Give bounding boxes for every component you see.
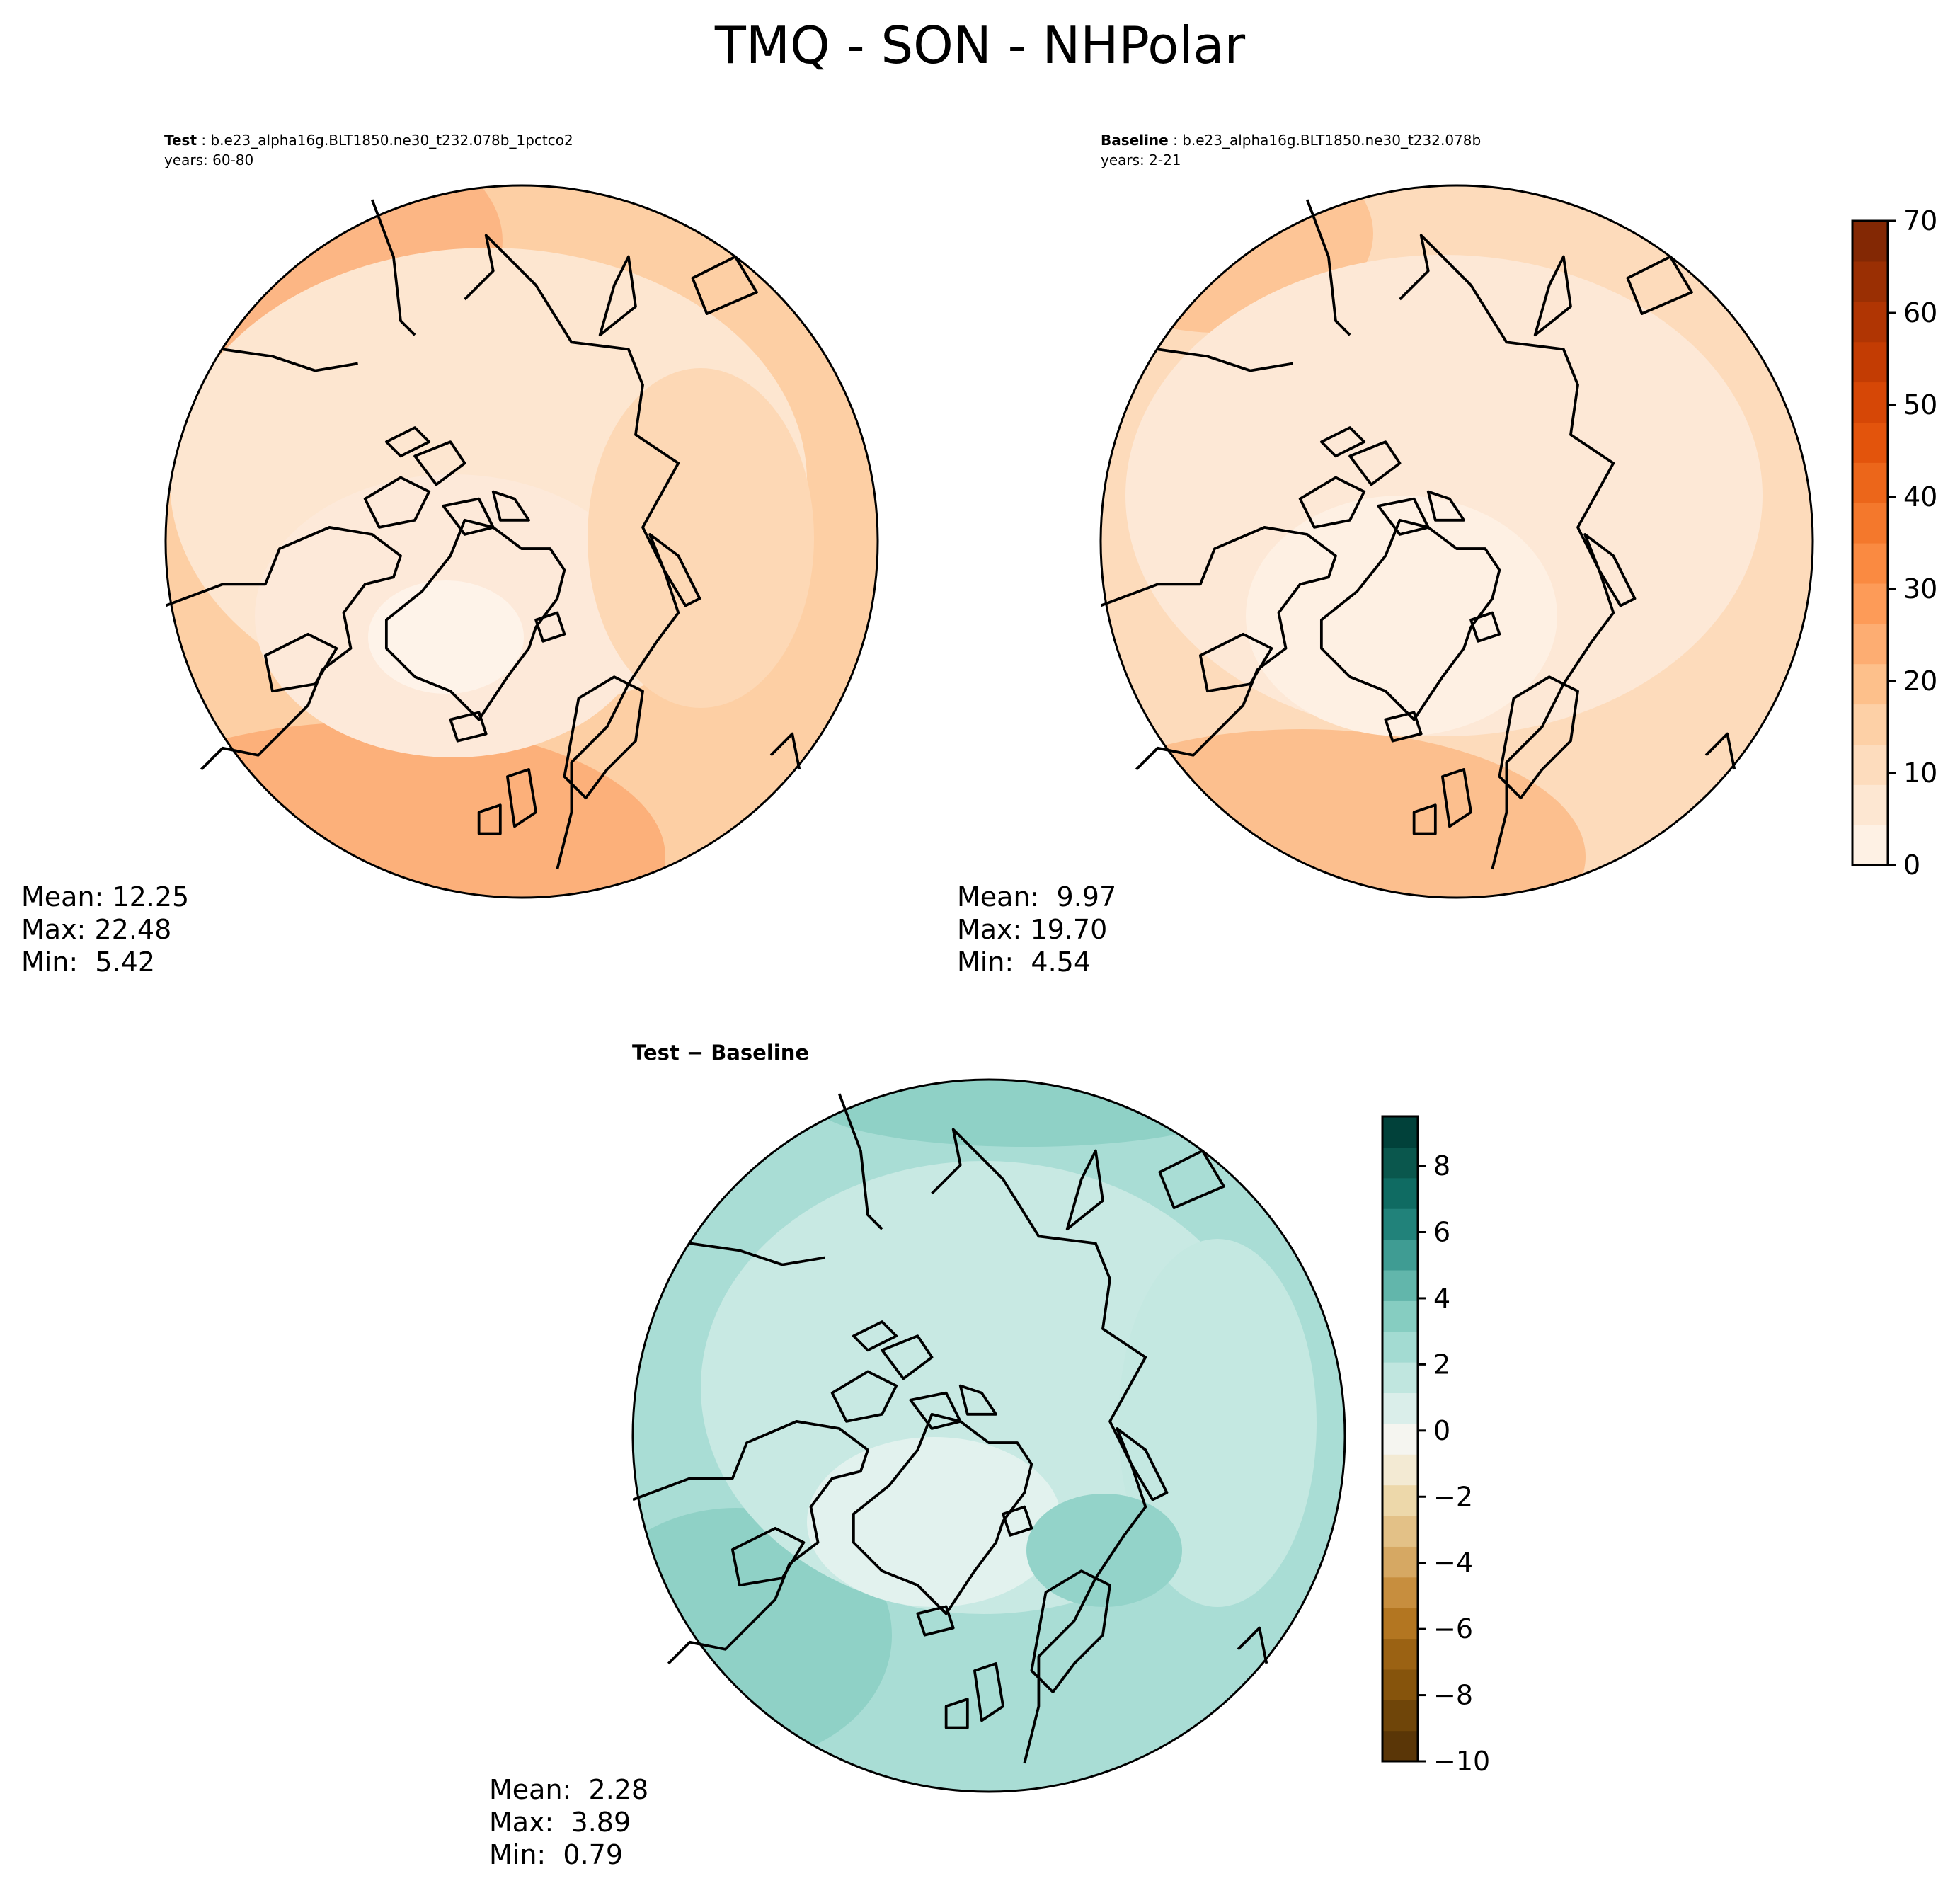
diff-colorbar-tick-label: 6 (1433, 1217, 1450, 1248)
diff-colorbar-tick-label: −2 (1433, 1481, 1473, 1512)
top-colorbar-segment (1852, 704, 1888, 745)
diff-colorbar-tick-label: 4 (1433, 1283, 1450, 1314)
diff-colorbar-segment (1382, 1515, 1418, 1547)
diff-colorbar-tick-label: −6 (1433, 1613, 1473, 1644)
baseline-min-label: Min: (957, 946, 1014, 978)
top-colorbar-tick-label: 60 (1903, 297, 1937, 328)
top-colorbar-segment (1852, 462, 1888, 503)
test-stats: Mean: 12.25 Max: 22.48 Min: 5.42 (21, 881, 189, 978)
diff-colorbar-segment (1382, 1269, 1418, 1301)
diff-colorbar-segment (1382, 1300, 1418, 1332)
baseline-mean-value: 9.97 (1056, 881, 1117, 912)
diff-colorbar-segment (1382, 1362, 1418, 1394)
baseline-years: years: 2-21 (1101, 151, 1181, 168)
top-colorbar-tick-label: 50 (1903, 389, 1937, 420)
diff-mean-label: Mean: (489, 1774, 572, 1805)
diff-stats: Mean: 2.28 Max: 3.89 Min: 0.79 (489, 1773, 648, 1871)
top-colorbar-segment (1852, 341, 1888, 383)
top-colorbar-segment (1852, 784, 1888, 825)
diff-colorbar-segment (1382, 1239, 1418, 1271)
top-colorbar-segment (1852, 663, 1888, 705)
diff-colorbar-segment (1382, 1638, 1418, 1670)
diff-colorbar-segment (1382, 1577, 1418, 1608)
test-map (164, 184, 879, 899)
top-colorbar-segment (1852, 623, 1888, 665)
top-colorbar-segment (1852, 583, 1888, 624)
top-colorbar-segment (1852, 543, 1888, 584)
test-mean-label: Mean: (21, 881, 104, 912)
test-min-label: Min: (21, 946, 79, 978)
baseline-min-value: 4.54 (1031, 946, 1091, 978)
difference-map (631, 1078, 1346, 1793)
baseline-mean-label: Mean: (957, 881, 1040, 912)
top-colorbar-segment (1852, 382, 1888, 423)
diff-max-value: 3.89 (571, 1807, 631, 1838)
top-colorbar-segment (1852, 261, 1888, 302)
diff-colorbar-segment (1382, 1208, 1418, 1240)
baseline-max-value: 19.70 (1030, 914, 1108, 945)
top-colorbar-tick-label: 20 (1903, 665, 1937, 697)
top-colorbar-tick-label: 40 (1903, 481, 1937, 513)
diff-panel-header: Test − Baseline (632, 1041, 810, 1065)
diff-min-value: 0.79 (563, 1839, 624, 1870)
test-max-value: 22.48 (94, 914, 172, 945)
diff-colorbar-segment (1382, 1454, 1418, 1486)
diff-colorbar-segment (1382, 1177, 1418, 1209)
baseline-stats: Mean: 9.97 Max: 19.70 Min: 4.54 (957, 881, 1116, 978)
diff-colorbar-segment (1382, 1546, 1418, 1578)
test-panel-header: Test : b.e23_alpha16g.BLT1850.ne30_t232.… (164, 132, 573, 168)
top-colorbar-tick-label: 70 (1903, 205, 1937, 236)
test-case-name: b.e23_alpha16g.BLT1850.ne30_t232.078b_1p… (210, 132, 573, 149)
test-mean-value: 12.25 (112, 881, 190, 912)
diff-colorbar-segment (1382, 1700, 1418, 1732)
diff-colorbar-tick-label: −10 (1433, 1746, 1490, 1777)
diff-colorbar-segment (1382, 1331, 1418, 1363)
diff-colorbar-tick-label: −8 (1433, 1680, 1473, 1711)
test-min-value: 5.42 (95, 946, 156, 978)
diff-max-label: Max: (489, 1807, 554, 1838)
diff-colorbar-segment (1382, 1392, 1418, 1424)
difference-colorbar: 8 6 4 2 0 −2 −4 −6 −8 −10 (1381, 1115, 1490, 1777)
diff-colorbar-segment (1382, 1484, 1418, 1516)
baseline-panel-header: Baseline : b.e23_alpha16g.BLT1850.ne30_t… (1101, 132, 1482, 168)
diff-colorbar-tick-label: −4 (1433, 1547, 1473, 1579)
diff-colorbar-tick-label: 0 (1433, 1415, 1450, 1446)
test-label: Test (164, 132, 197, 149)
diff-min-label: Min: (489, 1839, 546, 1870)
diff-colorbar-segment (1382, 1730, 1418, 1762)
test-years: years: 60-80 (164, 151, 254, 168)
top-colorbar-tick-label: 30 (1903, 573, 1937, 605)
top-colorbar-segment (1852, 221, 1888, 262)
diff-colorbar-segment (1382, 1147, 1418, 1179)
diff-colorbar-tick-label: 2 (1433, 1349, 1450, 1380)
baseline-case-name: b.e23_alpha16g.BLT1850.ne30_t232.078b (1182, 132, 1482, 149)
top-colorbar-frame (1851, 219, 1889, 866)
top-colorbar-segment (1852, 744, 1888, 785)
top-colorbar-segment (1852, 503, 1888, 544)
top-colorbar-segment (1852, 301, 1888, 343)
baseline-map (1099, 184, 1814, 899)
diff-mean-value: 2.28 (588, 1774, 649, 1805)
diff-colorbar-segment (1382, 1608, 1418, 1640)
diff-colorbar-segment (1382, 1669, 1418, 1700)
top-colorbar-segment (1852, 422, 1888, 463)
top-colorbar-segment (1852, 825, 1888, 866)
top-colorbar: 70 60 50 40 30 20 10 0 (1851, 205, 1937, 881)
diff-colorbar-frame (1381, 1115, 1419, 1763)
baseline-label: Baseline (1101, 132, 1169, 149)
baseline-max-label: Max: (957, 914, 1022, 945)
diff-colorbar-tick-label: 8 (1433, 1150, 1450, 1182)
diff-colorbar-segment (1382, 1423, 1418, 1455)
test-max-label: Max: (21, 914, 86, 945)
top-colorbar-tick-label: 0 (1903, 849, 1920, 881)
diff-colorbar-segment (1382, 1116, 1418, 1148)
figure-title: TMQ - SON - NHPolar (714, 16, 1246, 75)
top-colorbar-tick-label: 10 (1903, 757, 1937, 789)
